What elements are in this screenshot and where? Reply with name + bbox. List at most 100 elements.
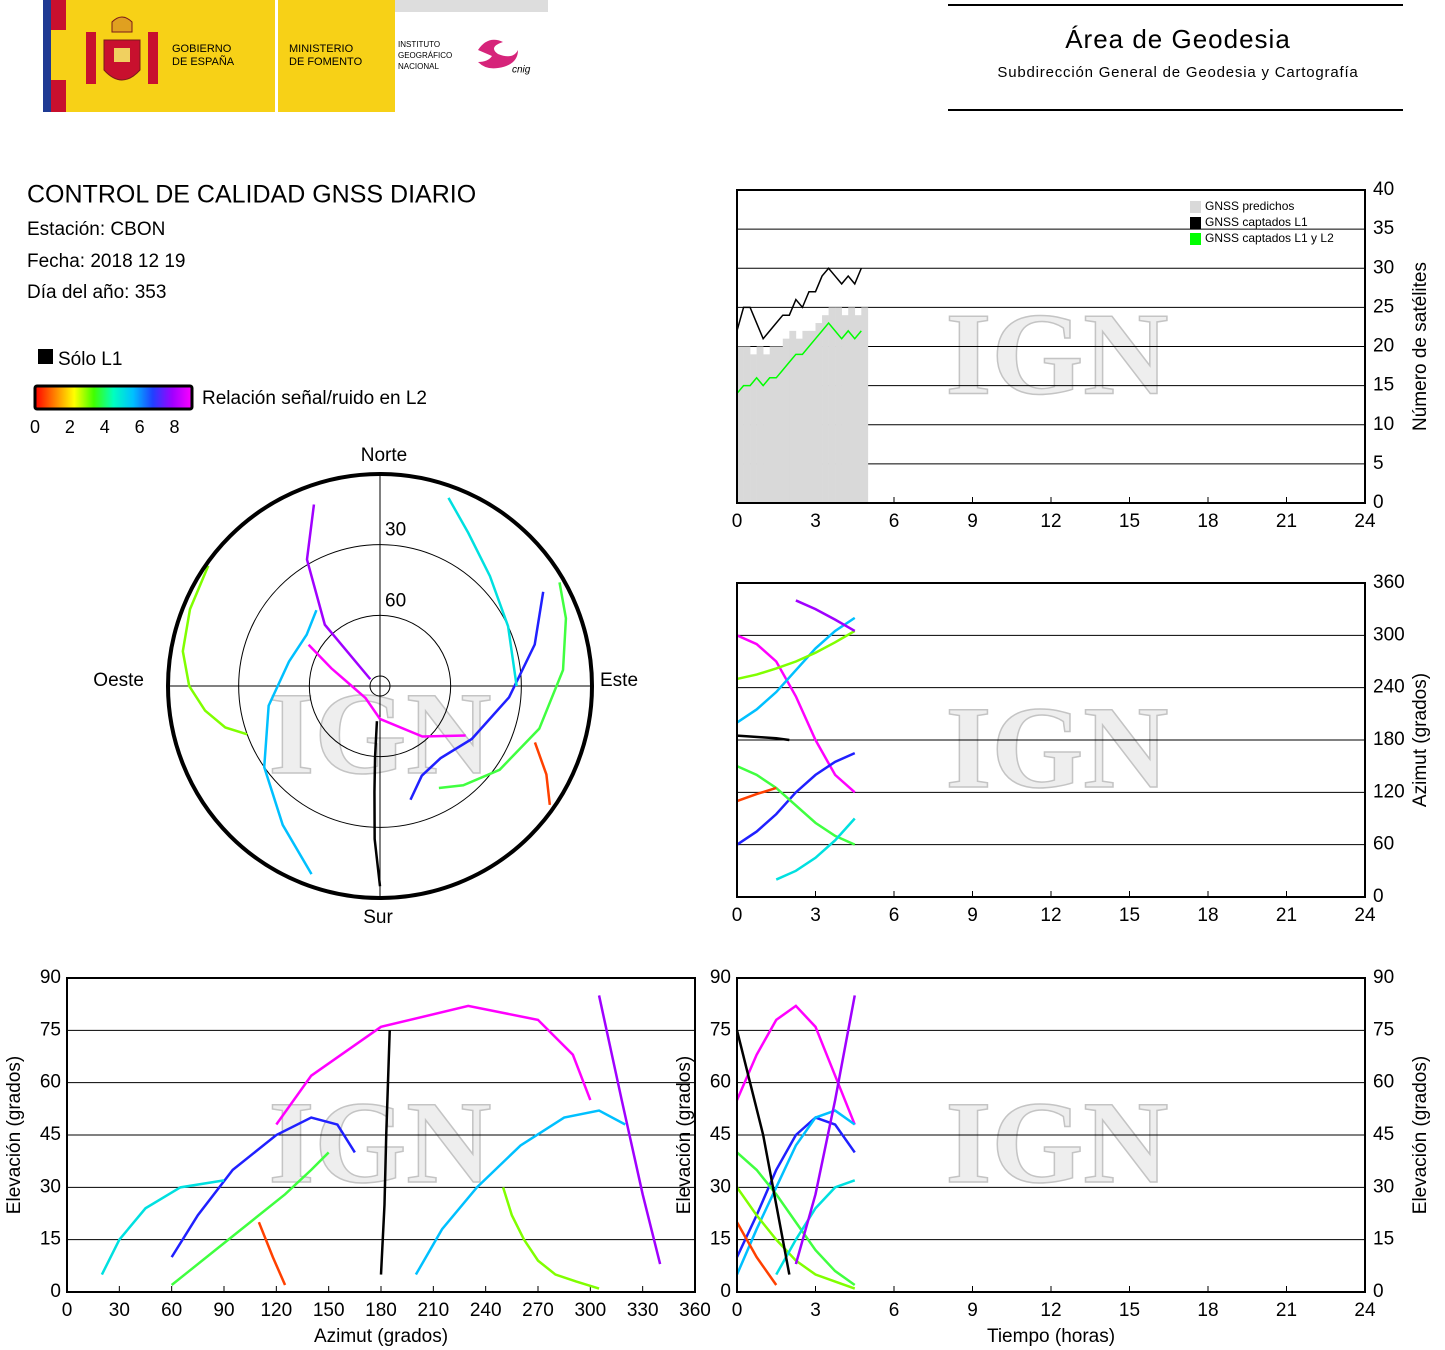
x-tick-label: 15 [1119,511,1140,532]
cnig-text: cnig [512,65,531,76]
sky-track [262,609,318,875]
track-line [170,1116,356,1258]
cardinal-label: Este [600,670,638,691]
x-tick-label: 9 [967,1300,978,1321]
predicted-bar [756,346,764,503]
x-tick-label: 15 [1119,905,1140,926]
y-tick-label: 75 [1373,1019,1394,1040]
y-tick-label: 40 [1373,179,1394,200]
x-tick-label: 3 [810,511,821,532]
legend: GNSS predichos GNSS captados L1 GNSS capta… [1190,199,1334,245]
y-tick-label: 45 [40,1124,61,1145]
chart-panel: IGN 0 15 30 45 60 75 90 0 30 60 90 120 150 180 210 240 27… [4,967,711,1347]
y-tick-label: 75 [40,1019,61,1040]
predicted-bar [769,346,777,503]
zenith-circle [369,675,391,697]
x-tick-label: 300 [574,1300,606,1321]
track-line [736,751,856,846]
day-of-year: Día del año: 353 [27,282,166,303]
x-tick-label: 18 [1197,905,1218,926]
x-tick-label: 21 [1276,511,1297,532]
sky-track [181,565,248,736]
watermark: IGN [946,682,1169,813]
chart-panel: IGN 0 60 120 180 240 300 360 0 3 6 9 12 15 18 21 24 Azimu… [732,572,1431,926]
ministry-name: DE FOMENTO [289,56,363,68]
y-tick-label: 15 [1373,1229,1394,1250]
area-title: Área de Geodesia [1065,24,1291,54]
y-tick-label: 180 [1373,729,1405,750]
plot-frame [736,977,1366,1293]
x-tick-label: 15 [1119,1300,1140,1321]
legend-label: GNSS predichos [1205,199,1294,213]
track-line [736,1151,856,1287]
y-tick-label: 30 [1373,1176,1394,1197]
y-tick-label: 90 [1373,967,1394,988]
x-tick-label: 210 [417,1300,449,1321]
x-tick-label: 330 [627,1300,659,1321]
track-line [379,1030,391,1275]
horizon-circle [166,472,594,900]
x-tick-label: 60 [161,1300,182,1321]
gov-name: DE ESPAÑA [172,55,235,68]
sky-track [533,741,552,806]
x-tick-label: 18 [1197,1300,1218,1321]
x-tick-label: 12 [1040,511,1061,532]
colorbar-label: Relación señal/ruido en L2 [202,388,427,409]
x-tick-label: 0 [732,905,743,926]
subdirection: Subdirección General de Geodesia y Carto… [997,64,1358,81]
track-line [736,616,856,724]
track-line [736,765,856,846]
y-tick-label: 30 [1373,257,1394,278]
y-tick-label: 60 [40,1072,61,1093]
y-tick-label: 30 [40,1176,61,1197]
x-tick-label: 0 [62,1300,73,1321]
y-tick-label: 5 [1373,453,1384,474]
track-line [735,1221,778,1286]
predicted-bar [861,307,869,503]
legend-swatch [38,349,53,364]
y-tick-label: 0 [720,1281,731,1302]
track-line [501,1186,600,1290]
colorbar-tick-label: 8 [170,417,180,437]
track-line [736,786,777,803]
x-tick-label: 360 [679,1300,711,1321]
legend-label: GNSS captados L1 y L2 [1205,231,1334,245]
gov-panel [66,0,275,112]
track-line [795,599,856,633]
track-line [736,267,862,341]
predicted-bar [815,323,823,503]
cnig-logo [478,39,518,69]
track-line [775,1179,856,1276]
x-tick-label: 9 [967,511,978,532]
watermark: IGN [269,1077,492,1208]
x-tick-label: 3 [810,905,821,926]
y-tick-label: 25 [1373,296,1394,317]
y-tick-label: 60 [710,1072,731,1093]
colorbar-tick-label: 0 [30,417,40,437]
track-line [794,995,856,1265]
predicted-bar [835,307,842,503]
track-line [735,1004,856,1125]
predicted-bar [841,315,849,503]
predicted-bar [750,354,757,503]
x-tick-label: 18 [1197,511,1218,532]
station: Estación: CBON [27,219,165,240]
x-tick-label: 30 [109,1300,130,1321]
x-tick-label: 180 [365,1300,397,1321]
y-tick-label: 0 [1373,492,1384,513]
predicted-bar [776,346,784,503]
institute-bar [395,0,548,12]
ministry-name: MINISTERIO [289,43,354,55]
x-tick-label: 90 [213,1300,234,1321]
flag-stripe [43,0,51,112]
y-tick-label: 15 [710,1229,731,1250]
y-tick-label: 300 [1373,624,1405,645]
x-axis-label: Azimut (grados) [314,1326,448,1347]
x-tick-label: 6 [889,1300,900,1321]
x-tick-label: 3 [810,1300,821,1321]
x-tick-label: 9 [967,905,978,926]
